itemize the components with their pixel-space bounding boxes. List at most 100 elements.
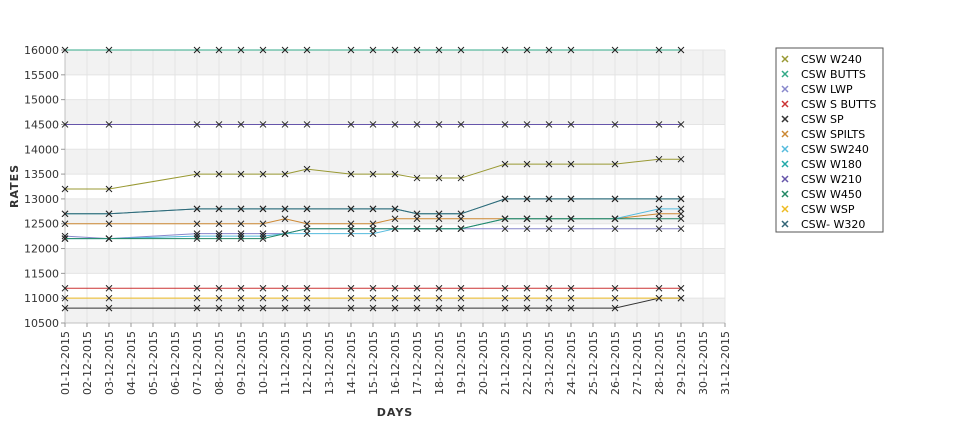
data-point (677, 46, 685, 54)
x-tick-label: 27-12-2015 (631, 331, 644, 395)
data-point (435, 284, 443, 292)
data-point (259, 235, 267, 242)
data-point (567, 215, 575, 223)
data-point (391, 304, 399, 312)
data-point (655, 195, 663, 203)
legend-item: CSW WSP (781, 203, 855, 216)
data-point (567, 225, 575, 233)
data-point (545, 225, 553, 233)
legend-item: CSW W180 (781, 158, 862, 171)
data-point (215, 46, 223, 54)
x-tick-label: 15-12-2015 (367, 331, 380, 395)
legend-marker (781, 115, 789, 123)
data-point (303, 121, 311, 128)
legend-label: CSW W210 (801, 173, 862, 186)
x-tick-label: 14-12-2015 (345, 331, 358, 395)
data-point (655, 284, 663, 292)
data-point (61, 284, 69, 292)
data-point (281, 215, 289, 223)
legend-label: CSW SPILTS (801, 128, 865, 141)
data-point (501, 160, 509, 168)
data-point (457, 121, 465, 128)
data-point (237, 220, 245, 228)
data-point (193, 235, 201, 242)
legend-box (775, 47, 884, 233)
data-point (501, 284, 509, 292)
data-point (369, 230, 377, 238)
legend-marker (781, 130, 789, 138)
data-point (303, 165, 311, 173)
data-point (391, 215, 399, 223)
data-point (303, 304, 311, 312)
x-tick-label: 18-12-2015 (433, 331, 446, 395)
y-tick-label: 16000 (24, 44, 59, 57)
x-tick-label: 21-12-2015 (499, 331, 512, 395)
data-point (369, 220, 377, 228)
data-point (215, 205, 223, 213)
data-point (193, 121, 201, 128)
data-point (193, 304, 201, 312)
legend-item: CSW SW240 (781, 143, 869, 156)
data-point (237, 170, 245, 178)
data-point (545, 46, 553, 54)
data-point (237, 46, 245, 54)
data-point (193, 220, 201, 228)
data-point (567, 160, 575, 168)
legend-label: CSW S BUTTS (801, 98, 876, 111)
data-point (215, 304, 223, 312)
legend-label: CSW W450 (801, 188, 862, 201)
data-point (369, 284, 377, 292)
data-point (347, 220, 355, 228)
x-tick-label: 20-12-2015 (477, 331, 490, 395)
data-point (369, 121, 377, 128)
data-point (61, 185, 69, 193)
y-tick-label: 15000 (24, 94, 59, 107)
data-point (413, 284, 421, 292)
data-point (193, 170, 201, 178)
data-point (457, 174, 465, 182)
data-point (413, 215, 421, 223)
data-point (215, 121, 223, 128)
legend-item: CSW W450 (781, 188, 862, 201)
data-point (655, 215, 663, 223)
legend-marker (781, 160, 789, 168)
data-point (501, 215, 509, 223)
data-point (501, 304, 509, 312)
x-tick-label: 28-12-2015 (653, 331, 666, 395)
data-point (655, 225, 663, 233)
data-point (457, 46, 465, 54)
y-axis-title: RATES (8, 164, 21, 208)
data-point (413, 210, 421, 218)
legend-marker (781, 55, 789, 63)
data-point (193, 294, 201, 302)
legend-marker (781, 175, 789, 183)
data-point (61, 220, 69, 228)
data-point (413, 304, 421, 312)
data-point (193, 284, 201, 292)
data-point (105, 185, 113, 193)
data-point (611, 215, 619, 223)
legend-label: CSW WSP (801, 203, 855, 216)
legend-label: CSW W240 (801, 53, 862, 66)
data-point (391, 284, 399, 292)
x-tick-label: 23-12-2015 (543, 331, 556, 395)
legend-marker (781, 205, 789, 213)
data-point (413, 225, 421, 233)
legend: CSW W240 CSW BUTTS CSW LWP CSW S BUTTS CSW S… (775, 47, 884, 233)
data-point (457, 210, 465, 218)
x-tick-label: 31-12-2015 (719, 331, 732, 395)
data-point (435, 46, 443, 54)
data-point (611, 121, 619, 128)
data-point (281, 304, 289, 312)
data-point (347, 284, 355, 292)
series (61, 215, 685, 242)
data-point (435, 215, 443, 223)
data-point (545, 284, 553, 292)
data-point (677, 155, 685, 163)
data-point (259, 304, 267, 312)
data-point (391, 225, 399, 233)
data-point (567, 304, 575, 312)
data-point (193, 205, 201, 213)
x-tick-label: 16-12-2015 (389, 331, 402, 395)
data-point (303, 225, 311, 233)
